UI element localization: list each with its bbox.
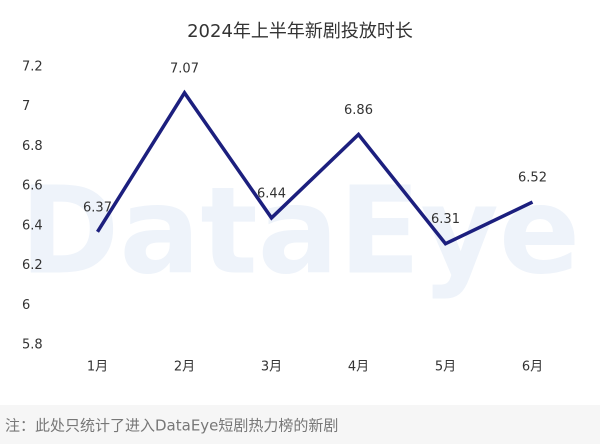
y-tick-label: 7.2 <box>22 60 43 75</box>
data-label: 6.52 <box>518 171 547 186</box>
line <box>96 89 534 246</box>
y-tick-label: 6.8 <box>22 139 43 154</box>
y-tick-label: 6.4 <box>22 218 43 233</box>
card <box>0 0 600 405</box>
x-tick-label: 6月 <box>522 360 543 375</box>
x-tick-label: 3月 <box>261 360 282 375</box>
y-tick-label: 5.8 <box>22 338 43 353</box>
data-label: 6.37 <box>83 200 112 215</box>
data-label: 6.31 <box>431 212 460 227</box>
y-tick-label: 6.6 <box>22 179 43 194</box>
data-label: 7.07 <box>170 61 199 76</box>
x-tick-label: 4月 <box>348 360 369 375</box>
data-label: 6.44 <box>257 186 286 201</box>
y-tick-label: 6 <box>22 298 30 313</box>
data-label: 6.86 <box>344 103 373 118</box>
chart-title: 2024年上半年新剧投放时长 <box>187 21 413 42</box>
x-tick-label: 5月 <box>435 360 456 375</box>
y-tick-label: 6.2 <box>22 258 43 273</box>
footnote: 注：此处只统计了进入DataEye短剧热力榜的新剧 <box>5 417 338 435</box>
y-tick-label: 7 <box>22 99 30 114</box>
x-tick-label: 1月 <box>87 360 108 375</box>
watermark: DataEye <box>20 163 581 302</box>
footer-band <box>0 405 600 444</box>
x-tick-label: 2月 <box>174 360 195 375</box>
